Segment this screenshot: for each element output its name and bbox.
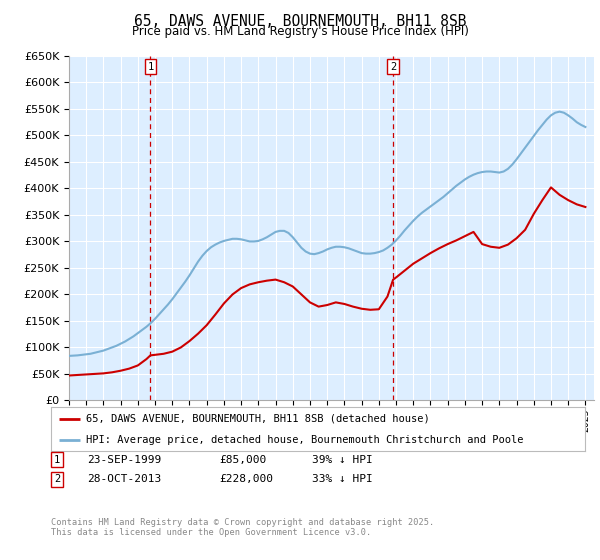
Text: 1: 1 [54,455,60,465]
Text: 23-SEP-1999: 23-SEP-1999 [87,455,161,465]
Text: 2: 2 [54,474,60,484]
Text: Contains HM Land Registry data © Crown copyright and database right 2025.
This d: Contains HM Land Registry data © Crown c… [51,518,434,538]
Text: Price paid vs. HM Land Registry's House Price Index (HPI): Price paid vs. HM Land Registry's House … [131,25,469,38]
Text: 39% ↓ HPI: 39% ↓ HPI [312,455,373,465]
Text: HPI: Average price, detached house, Bournemouth Christchurch and Poole: HPI: Average price, detached house, Bour… [86,435,523,445]
Text: 2: 2 [390,62,396,72]
Text: 65, DAWS AVENUE, BOURNEMOUTH, BH11 8SB: 65, DAWS AVENUE, BOURNEMOUTH, BH11 8SB [134,14,466,29]
Text: 65, DAWS AVENUE, BOURNEMOUTH, BH11 8SB (detached house): 65, DAWS AVENUE, BOURNEMOUTH, BH11 8SB (… [86,414,430,424]
Text: £228,000: £228,000 [219,474,273,484]
Text: 1: 1 [147,62,154,72]
Text: 33% ↓ HPI: 33% ↓ HPI [312,474,373,484]
Text: £85,000: £85,000 [219,455,266,465]
Text: 28-OCT-2013: 28-OCT-2013 [87,474,161,484]
